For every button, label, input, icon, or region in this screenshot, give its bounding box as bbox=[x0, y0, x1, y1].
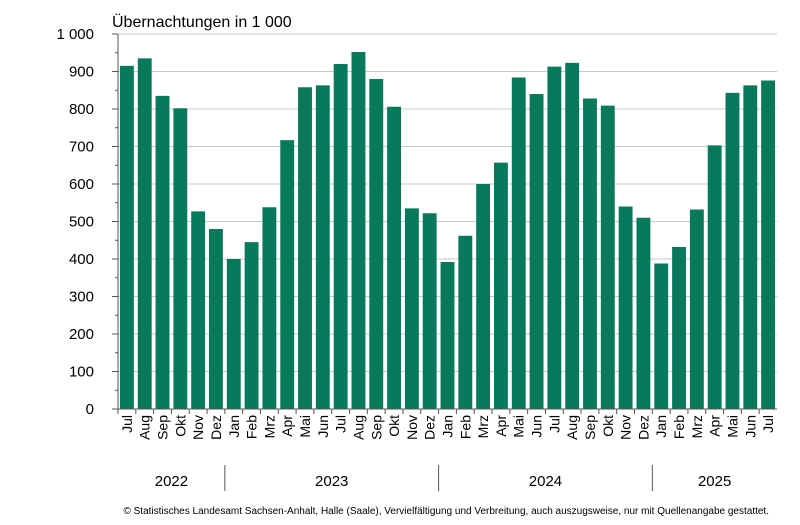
x-tick-label-jun-35: Jun bbox=[742, 415, 758, 438]
year-label-2024: 2024 bbox=[529, 473, 562, 490]
bar-dez-17 bbox=[422, 213, 437, 409]
bar-jan-18 bbox=[440, 262, 455, 409]
x-tick-label-apr-33: Apr bbox=[707, 415, 723, 437]
x-tick-label-mrz-20: Mrz bbox=[475, 415, 491, 438]
x-tick-label-jan-30: Jan bbox=[653, 415, 669, 438]
bar-dez-5 bbox=[209, 229, 223, 409]
bar-apr-9 bbox=[280, 140, 295, 409]
x-tick-label-feb-7: Feb bbox=[244, 415, 260, 439]
x-tick-label-jan-6: Jan bbox=[226, 415, 242, 438]
bar-sep-2 bbox=[155, 95, 170, 409]
x-tick-label-aug-25: Aug bbox=[564, 415, 580, 440]
x-tick-label-apr-21: Apr bbox=[493, 415, 509, 437]
chart-title: Übernachtungen in 1 000 bbox=[112, 13, 292, 31]
bar-okt-3 bbox=[173, 108, 188, 409]
x-tick-label-dez-5: Dez bbox=[208, 415, 224, 440]
bar-okt-27 bbox=[600, 105, 615, 409]
x-tick-label-sep-14: Sep bbox=[368, 415, 384, 440]
x-tick-label-sep-2: Sep bbox=[155, 415, 171, 440]
bar-feb-31 bbox=[672, 247, 686, 409]
x-tick-label-okt-27: Okt bbox=[600, 415, 616, 437]
y-tick-label-800: 800 bbox=[69, 101, 94, 118]
x-tick-label-mai-34: Mai bbox=[724, 415, 740, 438]
y-tick-label-100: 100 bbox=[69, 364, 94, 381]
x-tick-label-okt-15: Okt bbox=[386, 415, 402, 437]
x-tick-label-okt-3: Okt bbox=[172, 415, 188, 437]
bar-mrz-20 bbox=[476, 184, 491, 409]
y-tick-label-700: 700 bbox=[69, 139, 94, 156]
bar-apr-21 bbox=[493, 162, 508, 409]
x-tick-label-feb-19: Feb bbox=[457, 415, 473, 439]
year-label-2022: 2022 bbox=[155, 473, 188, 490]
bar-mrz-8 bbox=[262, 207, 277, 409]
x-tick-label-dez-29: Dez bbox=[635, 415, 651, 440]
y-tick-label-200: 200 bbox=[69, 326, 94, 343]
bar-jan-6 bbox=[226, 259, 241, 409]
bar-jan-30 bbox=[654, 263, 669, 409]
x-tick-label-mai-10: Mai bbox=[297, 415, 313, 438]
x-tick-label-nov-16: Nov bbox=[404, 415, 420, 440]
x-tick-label-mrz-8: Mrz bbox=[261, 415, 277, 438]
x-tick-label-nov-4: Nov bbox=[190, 415, 206, 440]
bar-jul-12 bbox=[333, 64, 348, 409]
y-tick-label-400: 400 bbox=[69, 251, 94, 268]
y-tick-label-0: 0 bbox=[86, 401, 94, 418]
x-tick-label-aug-13: Aug bbox=[350, 415, 366, 440]
bar-nov-4 bbox=[191, 211, 206, 409]
x-tick-label-mrz-32: Mrz bbox=[689, 415, 705, 438]
axes bbox=[112, 33, 777, 491]
y-tick-label-1000: 1 000 bbox=[56, 26, 94, 43]
x-tick-label-feb-31: Feb bbox=[671, 415, 687, 439]
bar-aug-13 bbox=[351, 52, 366, 409]
x-tick-label-jul-0: Jul bbox=[119, 415, 135, 433]
bar-feb-7 bbox=[244, 242, 259, 409]
y-tick-label-300: 300 bbox=[69, 289, 94, 306]
x-tick-label-dez-17: Dez bbox=[422, 415, 438, 440]
bar-okt-15 bbox=[387, 106, 402, 409]
x-tick-label-jul-24: Jul bbox=[546, 415, 562, 433]
bar-mrz-32 bbox=[689, 209, 704, 409]
bar-mai-34 bbox=[725, 92, 740, 409]
copyright-footer: © Statistisches Landesamt Sachsen-Anhalt… bbox=[123, 506, 769, 517]
year-label-2025: 2025 bbox=[698, 473, 731, 490]
x-tick-label-jul-12: Jul bbox=[333, 415, 349, 433]
bar-mai-22 bbox=[511, 77, 526, 409]
x-tick-label-nov-28: Nov bbox=[618, 415, 634, 440]
bar-sep-14 bbox=[369, 79, 384, 409]
bar-apr-33 bbox=[707, 145, 722, 409]
x-tick-label-jun-11: Jun bbox=[315, 415, 331, 438]
bar-jul-0 bbox=[119, 65, 134, 409]
x-tick-label-sep-26: Sep bbox=[582, 415, 598, 440]
y-tick-label-600: 600 bbox=[69, 176, 94, 193]
bar-feb-19 bbox=[458, 235, 473, 409]
y-tick-label-500: 500 bbox=[69, 214, 94, 231]
bar-dez-29 bbox=[636, 217, 651, 409]
x-tick-label-mai-22: Mai bbox=[511, 415, 527, 438]
x-tick-label-jun-23: Jun bbox=[529, 415, 545, 438]
bar-jun-11 bbox=[315, 85, 330, 409]
year-group-labels: 2022 2023 2024 2025 bbox=[155, 473, 732, 490]
bar-jul-24 bbox=[547, 66, 562, 409]
bar-mai-10 bbox=[298, 87, 312, 409]
x-tick-label-apr-9: Apr bbox=[279, 415, 295, 437]
bar-nov-28 bbox=[618, 206, 633, 409]
bar-jun-35 bbox=[743, 85, 758, 409]
year-label-2023: 2023 bbox=[315, 473, 348, 490]
y-axis-tick-labels: 0 100 200 300 400 500 600 700 800 900 1 000 bbox=[56, 26, 94, 418]
bar-nov-16 bbox=[404, 208, 419, 409]
x-tick-label-jul-36: Jul bbox=[760, 415, 776, 433]
y-tick-label-900: 900 bbox=[69, 64, 94, 81]
x-tick-label-aug-1: Aug bbox=[137, 415, 153, 440]
bar-jul-36 bbox=[761, 80, 776, 409]
bars bbox=[119, 52, 776, 409]
bar-aug-25 bbox=[565, 62, 580, 409]
bar-jun-23 bbox=[529, 94, 544, 409]
bar-aug-1 bbox=[137, 58, 152, 409]
x-tick-label-jan-18: Jan bbox=[440, 415, 456, 438]
x-axis-tick-labels: Jul Aug Sep Okt Nov Dez Jan Feb Mrz Apr Mai Jun Jul A… bbox=[119, 415, 776, 440]
bar-sep-26 bbox=[583, 98, 597, 409]
